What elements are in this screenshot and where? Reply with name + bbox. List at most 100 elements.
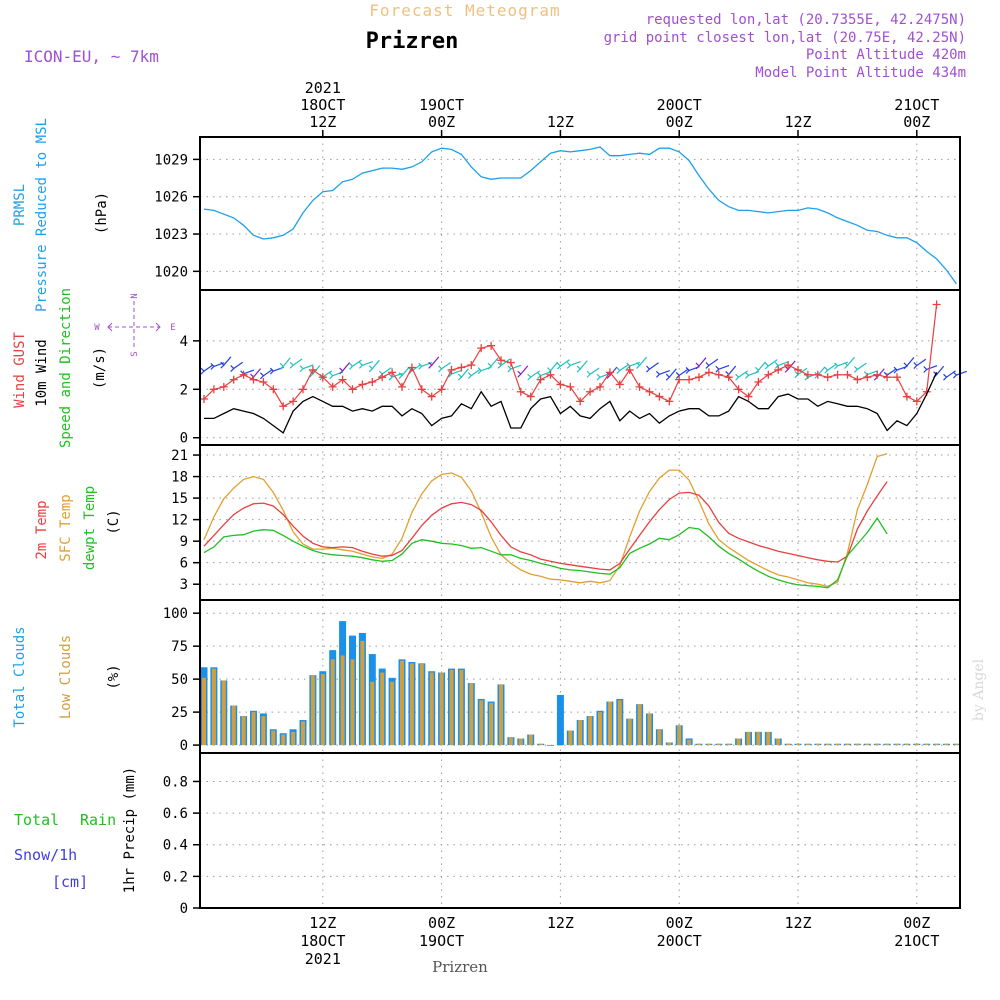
wind-barb-head — [834, 362, 839, 370]
wind-ytick-label: 0 — [180, 431, 188, 447]
wind-barb-head — [497, 361, 502, 369]
bottom-time-text: 21OCT — [894, 932, 939, 950]
low-cloud-bar — [211, 668, 216, 746]
pressure-label-2: Pressure Reduced to MSL — [34, 118, 50, 312]
wind-barb-head — [695, 362, 700, 370]
wind-gust-point — [427, 392, 436, 401]
wind-barb — [282, 357, 291, 367]
top-time-label: 12Z — [784, 113, 812, 137]
low-cloud-bar — [667, 742, 672, 746]
temperature-ytick-label: 6 — [180, 556, 188, 572]
low-cloud-bar — [815, 743, 820, 746]
wind-gust-point — [912, 397, 921, 406]
wind-barb-head — [477, 367, 483, 375]
wind-gust-point — [685, 375, 694, 384]
wind-barb-head — [358, 361, 364, 369]
low-cloud-bar — [489, 702, 494, 746]
low-cloud-bar — [598, 712, 602, 746]
wind-barb — [530, 370, 541, 378]
bottom-time-text: 2021 — [305, 950, 341, 968]
compass-east: E — [170, 323, 175, 333]
top-time-text: 18OCT — [300, 96, 345, 114]
wind-barb — [362, 360, 373, 366]
low-cloud-bar — [340, 655, 345, 746]
low-cloud-bar — [548, 745, 553, 746]
wind-barb-head — [349, 362, 354, 370]
wind-barb — [263, 369, 273, 377]
dewpt-temp-line — [203, 517, 888, 589]
temperature-ytick-label: 3 — [180, 577, 188, 593]
wind-speed-line — [204, 372, 938, 434]
low-cloud-bar — [320, 673, 325, 746]
top-time-text: 00Z — [903, 113, 930, 131]
wind-gust-point — [219, 382, 228, 391]
temperature-panel: 3 6 9 12 15 18 21 — [171, 445, 960, 600]
wind-gust-point — [596, 382, 604, 391]
total-label: Total — [14, 811, 59, 829]
wind-gust-point — [853, 375, 862, 384]
wind-barb-head — [646, 365, 651, 373]
low-cloud-bar — [716, 743, 721, 746]
top-time-text: 21OCT — [894, 96, 939, 114]
wind-gust-point — [388, 368, 397, 377]
low-cloud-bar — [578, 720, 583, 746]
wind-gust-point — [328, 382, 337, 391]
low-cloud-bar — [261, 716, 266, 746]
pressure-ytick-label: 1023 — [154, 227, 188, 243]
wind-gust-point — [556, 380, 565, 389]
wind-barb — [718, 364, 730, 370]
clouds-ytick-label: 100 — [163, 606, 188, 622]
wind-gust-point — [358, 380, 367, 389]
low-cloud-bar — [637, 704, 642, 746]
total-clouds-label: Total Clouds — [12, 626, 28, 727]
wind-gust-point — [823, 373, 832, 382]
wind-barb-head — [774, 362, 780, 369]
bottom-time-label: 12Z — [547, 914, 574, 932]
wind-gust-point — [863, 373, 872, 382]
wind-barb-head — [368, 365, 374, 373]
wind-gust-point — [289, 397, 298, 406]
wind-barb-head — [418, 362, 423, 370]
wind-barb-head — [517, 370, 522, 378]
temperature-ytick-label: 21 — [171, 448, 188, 464]
wind-gust-point — [764, 370, 773, 379]
wind-barb — [431, 356, 440, 366]
wind-ytick-label: 4 — [180, 334, 188, 350]
wind-barb-head — [289, 361, 294, 369]
wind-gust-point — [259, 378, 268, 387]
wind-barb-head — [675, 371, 681, 379]
precip-ytick-label: 0 — [180, 901, 188, 917]
wind-barb-head — [527, 373, 532, 381]
clouds-ytick-label: 0 — [180, 738, 188, 754]
compass-rose: N S W E — [94, 293, 175, 356]
wind-gust-point — [803, 370, 812, 379]
low-cloud-bar — [301, 721, 305, 746]
low-cloud-bar — [835, 743, 840, 746]
precip-ytick-label: 0.4 — [163, 838, 188, 854]
low-cloud-bar — [251, 712, 256, 746]
wind-gust-point — [209, 385, 218, 394]
wind-gust-line — [203, 304, 938, 408]
wind-barb-head — [547, 367, 552, 375]
bottom-time-text: 19OCT — [419, 932, 464, 950]
wind-gust-point — [843, 370, 852, 379]
bottom-time-text: 18OCT — [300, 932, 345, 950]
bottom-time-text: 00Z — [428, 914, 455, 932]
low-cloud-bar — [310, 675, 315, 746]
wind-gust-point — [893, 373, 901, 382]
wind-gust-point — [902, 392, 911, 401]
pressure-series-line — [203, 146, 957, 285]
wind-barb-head — [745, 371, 750, 379]
wind-barb-head — [487, 362, 492, 370]
wind-gust-point — [754, 378, 763, 387]
wind-barb-head — [556, 362, 562, 370]
wind-barb-head — [754, 366, 760, 374]
low-cloud-bar — [380, 672, 385, 746]
wind-barb-head — [824, 366, 829, 374]
temperature-ytick-label: 15 — [171, 491, 188, 507]
wind-gust-point — [576, 397, 585, 406]
low-cloud-bar — [221, 680, 226, 746]
